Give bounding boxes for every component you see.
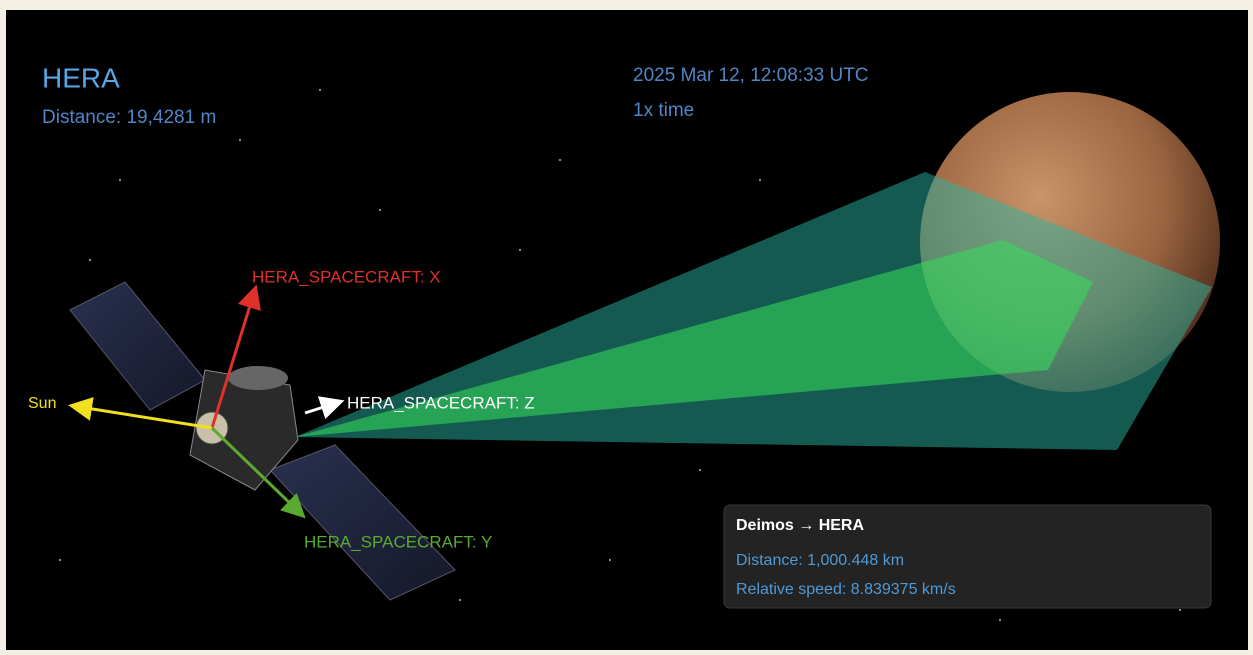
target-distance: Distance: 19,4281 m <box>42 107 216 128</box>
scene: HERA Distance: 19,4281 m 2025 Mar 12, 12… <box>0 0 1253 655</box>
page: HERA Distance: 19,4281 m 2025 Mar 12, 12… <box>0 0 1253 655</box>
panel-title: Deimos → HERA <box>736 517 864 534</box>
panel-speed: Relative speed: 8.839375 km/s <box>736 581 956 598</box>
clock-rate: 1x time <box>633 100 694 121</box>
z-axis-label: HERA_SPACECRAFT: Z <box>347 393 535 412</box>
x-axis-label: HERA_SPACECRAFT: X <box>252 267 441 286</box>
clock-date: 2025 Mar 12, 12:08:33 UTC <box>633 65 869 86</box>
target-title: HERA <box>42 62 120 93</box>
panel-distance: Distance: 1,000.448 km <box>736 552 904 569</box>
sun-label: Sun <box>28 395 56 412</box>
y-axis-label: HERA_SPACECRAFT: Y <box>304 532 492 551</box>
spacecraft-antenna <box>228 366 288 390</box>
